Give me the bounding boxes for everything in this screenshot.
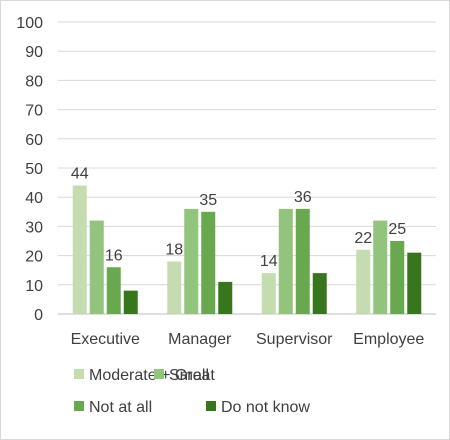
bar-moderate-great-supervisor	[261, 273, 276, 314]
bars	[72, 185, 422, 314]
legend-label: Small	[169, 367, 209, 384]
category-label: Executive	[71, 331, 140, 348]
bar-small-supervisor	[278, 208, 293, 314]
data-label: 14	[260, 253, 278, 270]
legend-swatch	[74, 369, 84, 379]
gridlines	[58, 21, 436, 315]
data-label: 16	[105, 247, 123, 264]
bar-moderate-great-employee	[356, 249, 371, 314]
bar-not-at-all-executive	[106, 267, 121, 314]
bar-not-at-all-supervisor	[295, 208, 310, 314]
bar-do-not-know-employee	[407, 252, 422, 314]
legend-swatch	[206, 401, 216, 411]
data-label: 44	[71, 166, 89, 183]
data-label: 35	[199, 192, 217, 209]
y-tick-label: 20	[25, 249, 43, 266]
category-label: Supervisor	[256, 331, 333, 348]
y-tick-label: 40	[25, 190, 43, 207]
bar-small-executive	[89, 220, 104, 314]
legend-swatch	[74, 401, 84, 411]
legend-label: Do not know	[221, 399, 310, 416]
data-label: 25	[388, 221, 406, 238]
y-tick-label: 90	[25, 44, 43, 61]
y-tick-label: 0	[34, 307, 43, 324]
bar-moderate-great-executive	[72, 185, 87, 314]
y-axis: 0 10 20 30 40 50 60 70 80 90 100	[16, 15, 43, 324]
legend-label: Not at all	[89, 399, 152, 416]
bar-not-at-all-manager	[201, 211, 216, 314]
data-label: 36	[294, 189, 312, 206]
y-tick-label: 100	[16, 15, 43, 32]
data-labels: 44 16 18 35 14 36 22 25	[71, 166, 406, 271]
bar-do-not-know-manager	[218, 281, 233, 314]
bar-moderate-great-manager	[167, 261, 182, 314]
data-label: 22	[354, 230, 372, 247]
legend-swatch	[154, 369, 164, 379]
category-label: Manager	[168, 331, 232, 348]
data-label: 18	[165, 241, 183, 258]
y-tick-label: 70	[25, 103, 43, 120]
legend-label: Moderate + Great	[89, 367, 215, 384]
y-tick-label: 30	[25, 219, 43, 236]
bar-not-at-all-employee	[390, 241, 405, 314]
y-tick-label: 10	[25, 278, 43, 295]
category-label: Employee	[353, 331, 424, 348]
y-tick-label: 50	[25, 161, 43, 178]
y-tick-label: 60	[25, 132, 43, 149]
bar-small-manager	[184, 208, 199, 314]
bar-do-not-know-executive	[123, 290, 138, 314]
x-axis: Executive Manager Supervisor Employee	[71, 331, 425, 348]
y-tick-label: 80	[25, 73, 43, 90]
bar-do-not-know-supervisor	[312, 273, 327, 314]
bar-small-employee	[373, 220, 388, 314]
